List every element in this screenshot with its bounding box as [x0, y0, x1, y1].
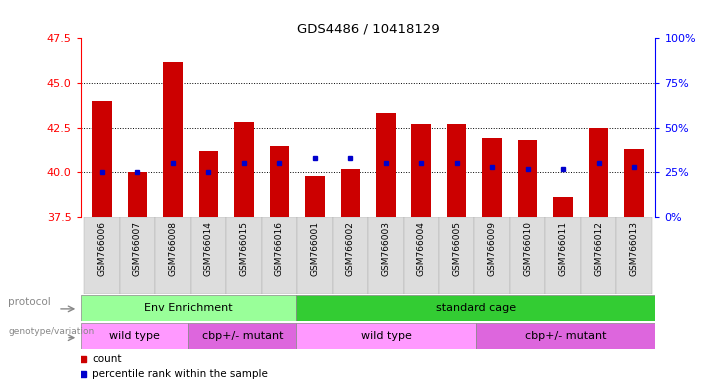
Text: standard cage: standard cage — [436, 303, 516, 313]
Text: wild type: wild type — [109, 331, 160, 341]
Bar — [92, 101, 111, 217]
Text: GSM766003: GSM766003 — [381, 221, 390, 276]
Bar — [476, 323, 655, 349]
Bar — [581, 217, 616, 294]
Bar — [191, 217, 226, 294]
Bar — [297, 295, 655, 321]
Bar — [616, 217, 652, 294]
Bar — [482, 138, 502, 217]
Bar — [198, 151, 218, 217]
Text: GSM766004: GSM766004 — [417, 221, 426, 276]
Bar — [625, 149, 644, 217]
Text: GSM766016: GSM766016 — [275, 221, 284, 276]
Bar — [376, 113, 395, 217]
Bar — [510, 217, 545, 294]
Bar — [297, 323, 476, 349]
Text: GSM766001: GSM766001 — [311, 221, 319, 276]
Bar — [163, 61, 183, 217]
Bar — [439, 217, 475, 294]
Bar — [553, 197, 573, 217]
Bar — [84, 217, 120, 294]
Bar — [234, 122, 254, 217]
Bar — [120, 217, 155, 294]
Text: percentile rank within the sample: percentile rank within the sample — [92, 369, 268, 379]
Text: Env Enrichment: Env Enrichment — [144, 303, 233, 313]
Title: GDS4486 / 10418129: GDS4486 / 10418129 — [297, 23, 440, 36]
Text: cbp+/- mutant: cbp+/- mutant — [525, 331, 606, 341]
Text: GSM766002: GSM766002 — [346, 221, 355, 276]
Bar — [545, 217, 581, 294]
Text: GSM766011: GSM766011 — [559, 221, 568, 276]
Bar — [447, 124, 466, 217]
Bar — [368, 217, 404, 294]
Bar — [270, 146, 289, 217]
Text: protocol: protocol — [8, 297, 50, 307]
Bar — [81, 323, 189, 349]
Bar — [341, 169, 360, 217]
Text: GSM766007: GSM766007 — [133, 221, 142, 276]
Text: GSM766010: GSM766010 — [523, 221, 532, 276]
Text: count: count — [92, 354, 121, 364]
Bar — [475, 217, 510, 294]
Text: GSM766005: GSM766005 — [452, 221, 461, 276]
Text: wild type: wild type — [360, 331, 411, 341]
Bar — [332, 217, 368, 294]
Bar — [305, 176, 325, 217]
Text: cbp+/- mutant: cbp+/- mutant — [201, 331, 283, 341]
Bar — [518, 140, 538, 217]
Bar — [189, 323, 297, 349]
Bar — [297, 217, 332, 294]
Bar — [404, 217, 439, 294]
Text: GSM766008: GSM766008 — [168, 221, 177, 276]
Text: genotype/variation: genotype/variation — [8, 327, 95, 336]
Bar — [589, 127, 608, 217]
Bar — [155, 217, 191, 294]
Text: GSM766015: GSM766015 — [239, 221, 248, 276]
Text: GSM766006: GSM766006 — [97, 221, 107, 276]
Bar — [128, 172, 147, 217]
Text: GSM766014: GSM766014 — [204, 221, 213, 276]
Bar — [226, 217, 261, 294]
Bar — [81, 295, 297, 321]
Bar — [411, 124, 431, 217]
Text: GSM766012: GSM766012 — [594, 221, 603, 276]
Text: GSM766013: GSM766013 — [629, 221, 639, 276]
Bar — [261, 217, 297, 294]
Text: GSM766009: GSM766009 — [488, 221, 497, 276]
